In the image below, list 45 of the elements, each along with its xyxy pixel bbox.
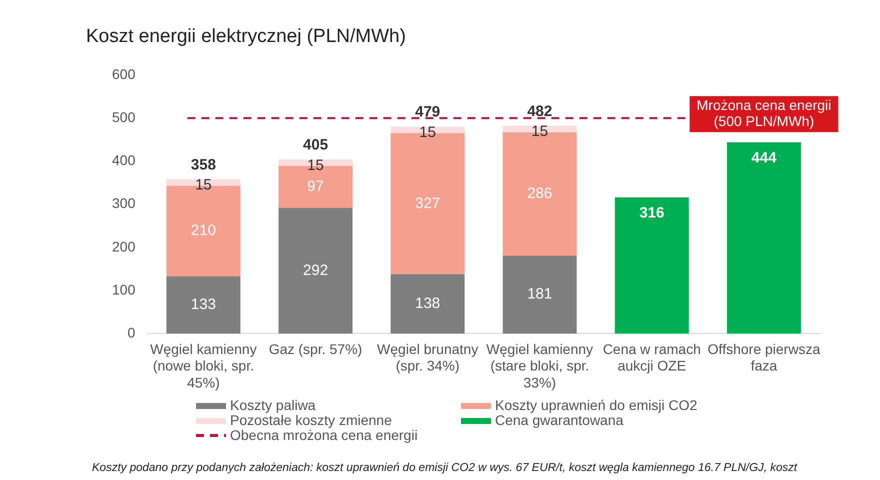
data-label: 97 <box>307 178 324 195</box>
total-label: 482 <box>527 102 552 120</box>
total-label: 358 <box>190 156 216 174</box>
text: Koszty podano przy podanych założeniach: koszt uprawnień do emisji CO2 w wys. 67 EUR/t, koszt węgla kamiennego 16.7 PLN/GJ, koszt <box>92 462 798 474</box>
data-label: 316 <box>639 204 664 222</box>
data-label: 210 <box>190 222 216 240</box>
annotation: Mrożona cena energii (500 PLN/MWh) <box>696 96 832 129</box>
legend-label: Pozostałe koszty zmienne <box>229 412 393 428</box>
bar <box>502 256 577 334</box>
y-tick-label: 0 <box>128 324 136 340</box>
data-label: 444 <box>751 149 778 166</box>
data-label: 15 <box>531 123 548 140</box>
bar <box>614 197 689 334</box>
x-tick-label: Gaz (spr. 57%) <box>268 340 362 357</box>
legend-label: Koszty paliwa <box>229 397 317 413</box>
data-label: 15 <box>419 124 436 142</box>
x-tick-label: Węgiel kamienny (stare bloki, spr. 33%) <box>486 340 594 390</box>
data-label: 292 <box>303 262 328 279</box>
y-tick-label: 300 <box>112 195 136 212</box>
y-tick-label: 600 <box>112 66 136 82</box>
data-label: 286 <box>527 185 552 202</box>
total-label: 405 <box>303 136 328 154</box>
x-tick-label: Offshore pierwsza faza <box>708 340 820 374</box>
data-label: 181 <box>527 286 552 303</box>
x-tick-label: Cena w ramach aukcji OZE <box>602 340 701 374</box>
bar <box>278 208 353 334</box>
data-label: 15 <box>307 156 324 174</box>
y-tick-label: 200 <box>112 238 136 254</box>
x-tick-label: Węgiel brunatny (spr. 34%) <box>377 340 478 374</box>
chart-title: Koszt energii elektrycznej (PLN/MWh) <box>86 26 406 48</box>
bar <box>390 274 465 334</box>
data-label: 15 <box>195 176 212 194</box>
legend-label: Koszty uprawnień do emisji CO2 <box>494 397 698 413</box>
data-label: 327 <box>415 194 440 212</box>
data-label: 133 <box>190 296 216 314</box>
y-tick-label: 100 <box>112 281 136 298</box>
y-tick-label: 500 <box>112 108 136 125</box>
legend-label: Cena gwarantowana <box>494 412 624 428</box>
bar <box>726 142 801 334</box>
x-tick-label: Węgiel kamienny (nowe bloki, spr. 45%) <box>150 340 257 390</box>
total-label: 479 <box>415 104 440 121</box>
bar <box>166 276 240 334</box>
legend-label: Obecna mrożona cena energii <box>229 427 419 443</box>
data-label: 138 <box>415 295 440 312</box>
y-tick-label: 400 <box>112 152 136 168</box>
